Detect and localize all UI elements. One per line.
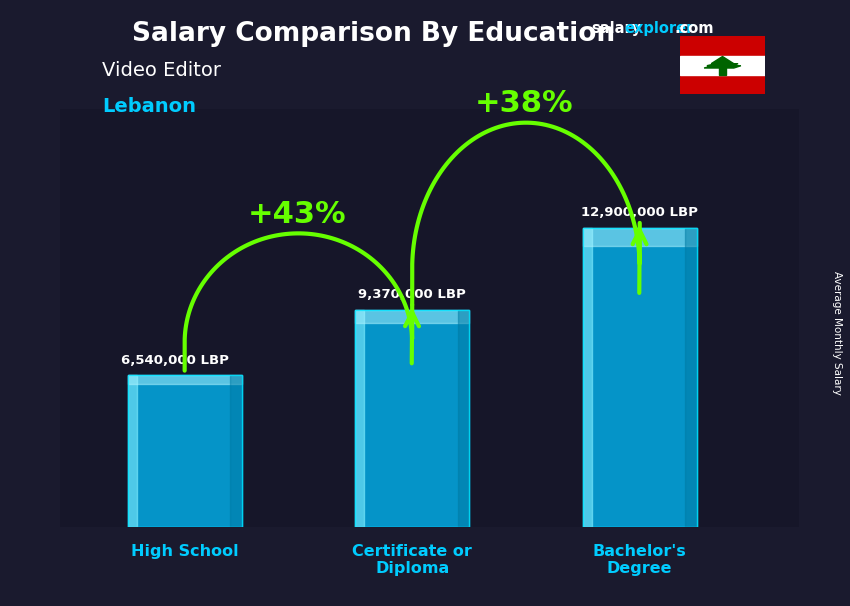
Bar <box>685 227 697 527</box>
Text: .com: .com <box>674 21 713 36</box>
Text: 9,370,000 LBP: 9,370,000 LBP <box>359 288 466 301</box>
Bar <box>583 227 592 527</box>
Polygon shape <box>704 56 741 68</box>
Bar <box>680 75 765 94</box>
Bar <box>355 310 469 322</box>
Bar <box>583 227 697 245</box>
Text: salary: salary <box>591 21 641 36</box>
Text: Salary Comparison By Education: Salary Comparison By Education <box>133 21 615 47</box>
Bar <box>719 67 726 75</box>
Bar <box>128 375 137 527</box>
Bar <box>128 375 241 384</box>
Bar <box>680 56 765 75</box>
Text: 12,900,000 LBP: 12,900,000 LBP <box>581 207 698 219</box>
Text: +38%: +38% <box>475 89 574 118</box>
Text: Average Monthly Salary: Average Monthly Salary <box>832 271 842 395</box>
Bar <box>355 310 469 527</box>
Bar <box>583 227 697 527</box>
Bar <box>457 310 469 527</box>
Bar <box>355 310 365 527</box>
Text: 6,540,000 LBP: 6,540,000 LBP <box>121 354 229 367</box>
Bar <box>583 227 697 527</box>
Bar <box>230 375 241 527</box>
Bar <box>355 310 469 527</box>
Text: +43%: +43% <box>247 200 346 228</box>
Text: explorer: explorer <box>625 21 694 36</box>
Bar <box>680 36 765 56</box>
Text: Video Editor: Video Editor <box>102 61 221 79</box>
Bar <box>128 375 241 527</box>
Text: Lebanon: Lebanon <box>102 97 196 116</box>
Bar <box>128 375 241 527</box>
